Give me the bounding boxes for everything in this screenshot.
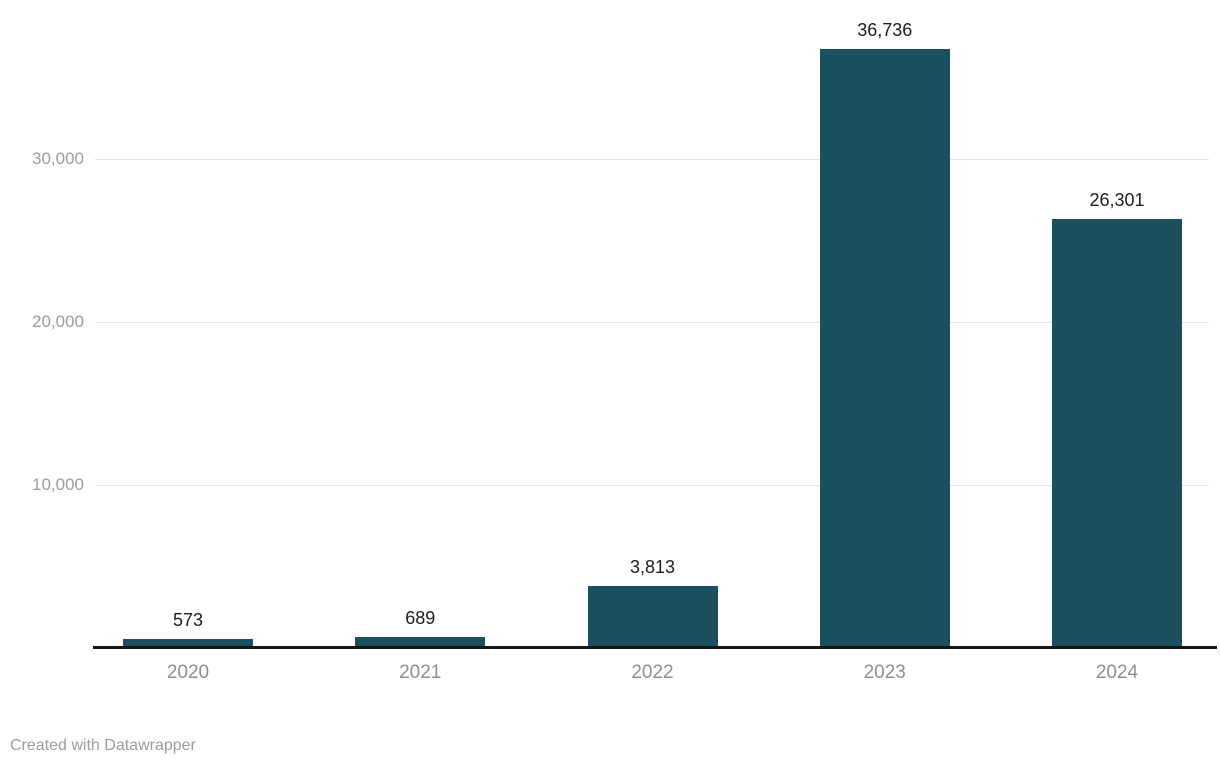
bar-2023 xyxy=(819,49,950,648)
bar-2024 xyxy=(1052,219,1182,648)
gridline-10,000 xyxy=(95,484,1209,486)
gridline-30,000 xyxy=(95,158,1209,160)
x-axis-line xyxy=(93,646,1217,649)
value-label-2020: 573 xyxy=(172,609,204,630)
bar-2020 xyxy=(123,638,253,648)
value-label-2021: 689 xyxy=(405,607,436,628)
value-label-2023: 36,736 xyxy=(857,20,913,41)
value-label-2022: 3,813 xyxy=(629,556,676,577)
x-axis-tick-label-2021: 2021 xyxy=(399,662,442,683)
x-axis-tick-label-2020: 2020 xyxy=(166,662,210,683)
y-axis-tick-label: 20,000 xyxy=(32,312,84,331)
gridline-20,000 xyxy=(95,321,1209,323)
datawrapper-credit-link[interactable]: Created with Datawrapper xyxy=(10,737,196,754)
x-axis-tick-label-2022: 2022 xyxy=(631,662,674,683)
x-axis-tick-label-2023: 2023 xyxy=(863,662,906,683)
bar-2022 xyxy=(587,585,718,648)
x-axis-tick-label-2024: 2024 xyxy=(1095,662,1139,683)
y-axis-tick-label: 30,000 xyxy=(32,149,84,168)
bar-2021 xyxy=(355,636,486,648)
value-label-2024: 26,301 xyxy=(1089,190,1145,211)
y-axis-tick-label: 10,000 xyxy=(32,475,84,494)
